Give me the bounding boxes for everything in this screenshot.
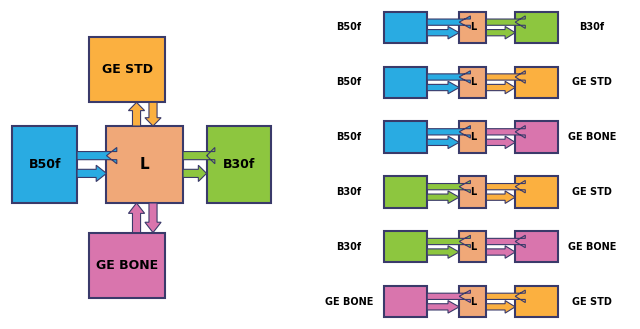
Polygon shape (428, 191, 460, 203)
Text: L: L (140, 157, 150, 172)
FancyBboxPatch shape (460, 231, 486, 263)
Text: GE STD: GE STD (572, 187, 612, 197)
Polygon shape (486, 246, 515, 258)
Text: B30f: B30f (336, 242, 362, 252)
Polygon shape (77, 165, 106, 182)
Text: L: L (470, 242, 476, 252)
FancyBboxPatch shape (207, 126, 271, 203)
Text: B50f: B50f (336, 77, 362, 87)
Polygon shape (77, 147, 117, 164)
FancyBboxPatch shape (384, 121, 428, 153)
Polygon shape (428, 136, 460, 149)
Text: L: L (470, 187, 476, 197)
Polygon shape (428, 301, 460, 313)
Polygon shape (486, 71, 525, 83)
Polygon shape (428, 71, 470, 83)
Text: B50f: B50f (28, 158, 61, 171)
FancyBboxPatch shape (384, 176, 428, 208)
Polygon shape (428, 180, 470, 193)
Text: GE BONE: GE BONE (568, 242, 616, 252)
FancyBboxPatch shape (460, 66, 486, 98)
Text: GE BONE: GE BONE (324, 296, 373, 307)
FancyBboxPatch shape (460, 12, 486, 43)
Text: GE BONE: GE BONE (568, 132, 616, 142)
Polygon shape (428, 16, 470, 28)
Polygon shape (486, 191, 515, 203)
FancyBboxPatch shape (384, 231, 428, 263)
Text: B30f: B30f (223, 158, 255, 171)
Text: GE STD: GE STD (572, 77, 612, 87)
FancyBboxPatch shape (106, 126, 183, 203)
Polygon shape (145, 203, 161, 233)
Polygon shape (486, 136, 515, 149)
Polygon shape (486, 180, 525, 193)
FancyBboxPatch shape (515, 12, 558, 43)
FancyBboxPatch shape (515, 231, 558, 263)
Polygon shape (486, 126, 525, 138)
Polygon shape (129, 203, 145, 233)
FancyBboxPatch shape (89, 233, 165, 298)
FancyBboxPatch shape (515, 286, 558, 317)
Text: L: L (470, 22, 476, 33)
Polygon shape (486, 290, 525, 303)
Polygon shape (428, 26, 460, 39)
Polygon shape (183, 147, 215, 164)
Polygon shape (428, 126, 470, 138)
FancyBboxPatch shape (515, 66, 558, 98)
FancyBboxPatch shape (460, 121, 486, 153)
FancyBboxPatch shape (460, 286, 486, 317)
FancyBboxPatch shape (12, 126, 77, 203)
Polygon shape (183, 165, 207, 182)
FancyBboxPatch shape (515, 176, 558, 208)
FancyBboxPatch shape (384, 286, 428, 317)
Text: L: L (470, 132, 476, 142)
Polygon shape (145, 102, 161, 126)
Text: B30f: B30f (336, 187, 362, 197)
Text: GE STD: GE STD (102, 63, 152, 76)
Polygon shape (486, 301, 515, 313)
Polygon shape (486, 81, 515, 94)
Text: B50f: B50f (336, 132, 362, 142)
Polygon shape (486, 16, 525, 28)
Polygon shape (428, 246, 460, 258)
Polygon shape (486, 235, 525, 248)
Polygon shape (428, 81, 460, 94)
Text: B50f: B50f (336, 22, 362, 33)
FancyBboxPatch shape (515, 121, 558, 153)
Polygon shape (428, 235, 470, 248)
Text: L: L (470, 296, 476, 307)
FancyBboxPatch shape (460, 176, 486, 208)
Text: GE STD: GE STD (572, 296, 612, 307)
FancyBboxPatch shape (89, 37, 165, 102)
Polygon shape (129, 102, 145, 126)
Polygon shape (486, 26, 515, 39)
Polygon shape (428, 290, 470, 303)
Text: L: L (470, 77, 476, 87)
FancyBboxPatch shape (384, 66, 428, 98)
Text: B30f: B30f (579, 22, 605, 33)
Text: GE BONE: GE BONE (96, 259, 158, 272)
FancyBboxPatch shape (384, 12, 428, 43)
